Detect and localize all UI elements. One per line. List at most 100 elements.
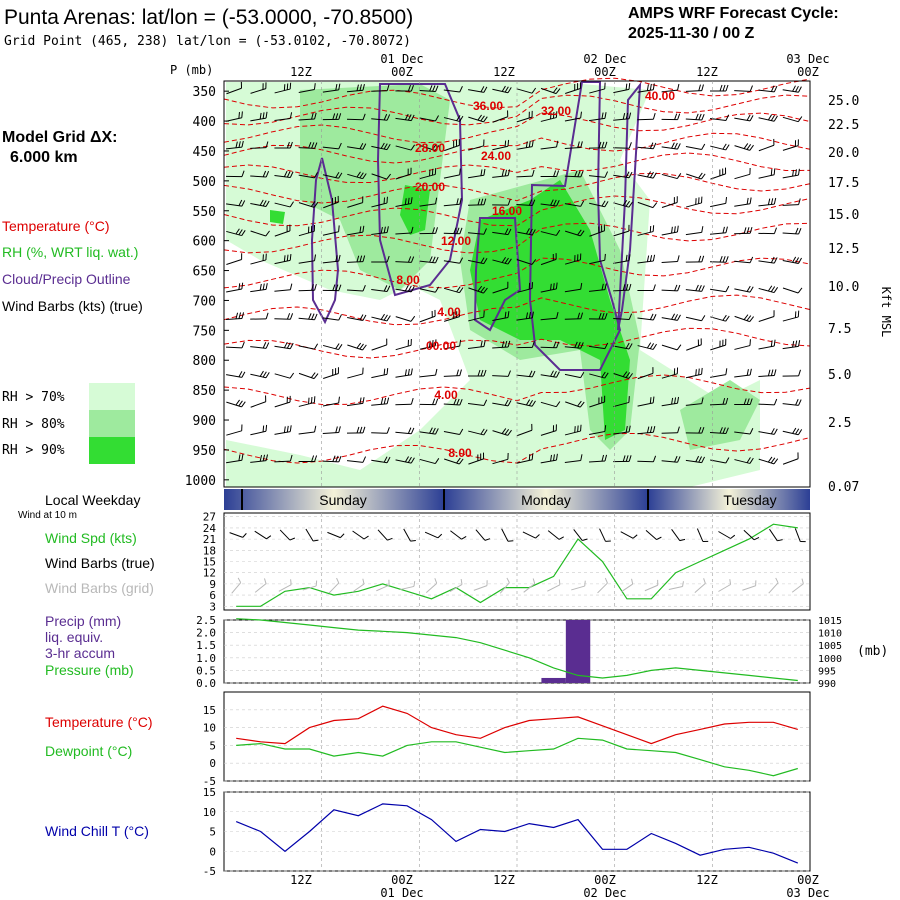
wind-barb (588, 171, 609, 178)
wind-barb (758, 285, 779, 294)
wind-barb-flag (531, 311, 534, 318)
wind-barb-flag (749, 256, 754, 263)
wind-barb-flag (625, 342, 630, 349)
wind-barb-flag (483, 116, 488, 123)
surface-wind-barb (305, 528, 319, 542)
wind-barb-flag (362, 255, 366, 262)
wind-barb (322, 426, 341, 435)
wind-barb-shaft (492, 375, 509, 377)
wind-barb (443, 168, 461, 179)
wind-barb-flag (601, 225, 603, 232)
wind-barb-flag (577, 229, 582, 236)
wind-barb-shaft (467, 232, 485, 235)
wind-barb-flag (773, 428, 778, 435)
wind-barb-flag (332, 113, 336, 120)
weekday-bar: Local Weekday Wind at 10 m Sunday Monday… (18, 489, 810, 521)
wind-barb-flag (528, 454, 531, 461)
wind-chill-tick-3: 0 (209, 845, 216, 858)
wind-barb-flag (674, 226, 676, 233)
wind-barb-flag (459, 458, 464, 465)
wind-barb-flag (671, 142, 675, 149)
wind-barb (323, 195, 339, 209)
wind-barb-flag (429, 427, 433, 434)
wind-barb-flag (553, 341, 557, 348)
wind-barb (758, 398, 778, 406)
wind-barb-flag (289, 313, 294, 320)
precip-tick-4: 0.5 (196, 664, 216, 677)
wind-barb-flag (383, 456, 388, 463)
wind-barb-flag (701, 397, 704, 404)
wind-barb-flag (356, 84, 359, 91)
wind-barb-flag (701, 114, 705, 121)
wind-barb-flag (456, 311, 458, 318)
wind-barb-flag (477, 369, 481, 377)
wind-barb-flag (286, 254, 289, 262)
top-hour-6: 00Z (797, 65, 819, 79)
wind-barb-flag (798, 340, 801, 347)
wind-barb (710, 167, 727, 180)
wind-barb-flag (773, 398, 778, 406)
height-tick-8: 5.0 (828, 368, 851, 383)
wind-barb-flag (550, 370, 554, 377)
wind-barb-shaft (710, 459, 726, 464)
wind-barb-shaft (274, 373, 291, 379)
wind-barb-shaft (710, 374, 726, 378)
wind-barb-flag (407, 197, 410, 205)
wind-spd-tick-1: 24 (203, 522, 217, 535)
wind-barb-flag (507, 281, 509, 289)
surface-wind-barb-flag (605, 540, 611, 542)
wind-barb-flag (601, 371, 606, 378)
wind-barb-shaft (637, 201, 654, 209)
pressure-tick-right-2: 1005 (818, 641, 842, 652)
wind-barb-flag (380, 313, 385, 320)
wind-barb-flag (283, 341, 288, 349)
temperature-label-11: 4.00 (434, 388, 458, 402)
wind-barb-flag (743, 314, 749, 320)
wind-barb-shaft (322, 146, 339, 150)
wind-barb-shaft (322, 317, 339, 321)
day-segment-monday (444, 489, 648, 510)
wind-barb-flag (773, 138, 775, 146)
wind-barb (419, 398, 439, 406)
day-monday: Monday (521, 492, 571, 508)
wind-barb (782, 198, 801, 206)
wind-barb-flag (314, 254, 317, 261)
wind-barb (516, 399, 536, 407)
wind-barb (371, 397, 390, 406)
wind-barb-flag (265, 200, 270, 207)
wind-barb (346, 285, 366, 292)
cycle-value: 2025-11-30 / 00 Z (628, 25, 755, 42)
wind-barb-flag (435, 197, 438, 204)
height-tick-9: 2.5 (828, 416, 851, 431)
wind-barb-flag (749, 316, 755, 322)
wind-barb (637, 284, 656, 291)
wind-barb-flag (797, 168, 800, 176)
wind-barb-flag (480, 86, 485, 93)
wind-barb-shaft (347, 202, 363, 208)
wind-barb (322, 396, 340, 407)
wind-spd-tick-6: 9 (209, 578, 216, 591)
wind-barb (443, 257, 464, 264)
wind-barb-flag (649, 426, 653, 433)
grid-wind-barb (425, 578, 438, 594)
wind-barb-flag (770, 85, 775, 92)
wind-barb (564, 454, 583, 463)
wind-barb (492, 85, 512, 94)
wind-barb-flag (410, 398, 414, 405)
wind-barb (419, 286, 440, 293)
wind-barb-flag (362, 113, 366, 120)
wind-barb-flag (604, 141, 608, 149)
grid-wind-barb-shaft (668, 586, 683, 590)
surface-wind-barb (475, 529, 491, 541)
wind-barb-flag (435, 256, 439, 264)
wind-barb-flag (289, 82, 292, 90)
wind-barb-flag (265, 253, 267, 260)
pressure-tick-right-0: 1015 (818, 616, 842, 627)
wind-barb (298, 455, 318, 462)
wind-barb-flag (335, 171, 340, 178)
wind-barb (371, 84, 390, 92)
wind-barb (637, 113, 656, 121)
wind-barb-flag (265, 141, 269, 148)
wind-barb (298, 142, 318, 149)
wind-barb-flag (335, 113, 339, 120)
